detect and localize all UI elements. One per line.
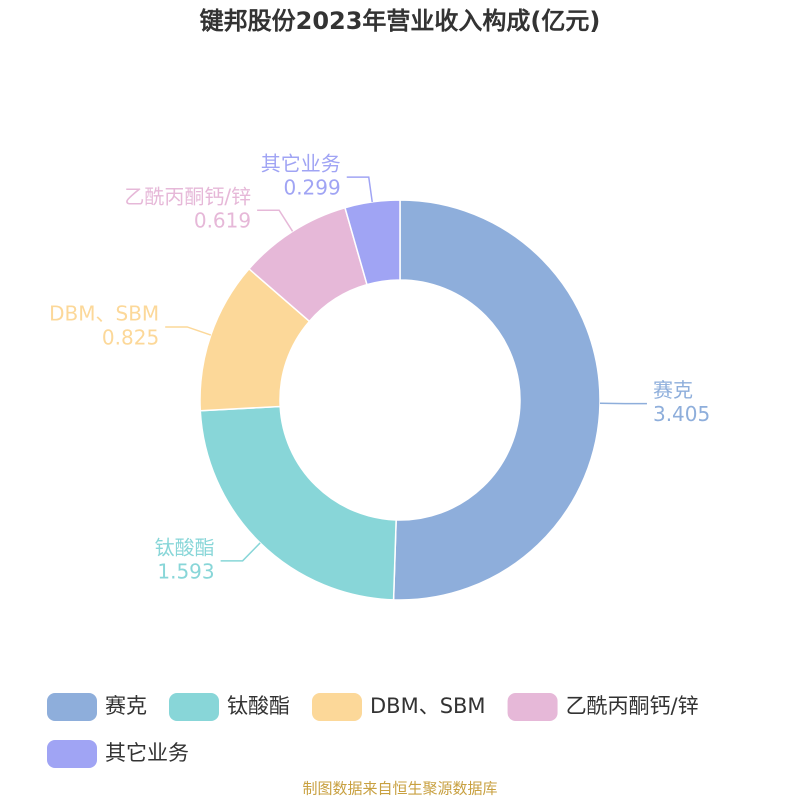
slice-value: 0.619 [194, 209, 251, 233]
slice-value: 1.593 [157, 559, 214, 583]
slice-value: 3.405 [653, 402, 710, 426]
leader-line [257, 210, 292, 231]
slice-label: 乙酰丙酮钙/锌 [124, 185, 251, 209]
donut-slice [394, 200, 600, 600]
legend-label: DBM、SBM [370, 694, 486, 718]
chart-title: 键邦股份2023年营业收入构成(亿元) [200, 7, 601, 35]
legend-swatch [47, 740, 97, 768]
donut-slice [200, 406, 396, 599]
leader-line [347, 177, 372, 202]
legend-swatch [312, 693, 362, 721]
leader-line [165, 327, 211, 335]
legend-swatch [169, 693, 219, 721]
legend-label: 乙酰丙酮钙/锌 [566, 694, 699, 718]
slice-label: 其它业务 [261, 152, 341, 176]
source-note: 制图数据来自恒生聚源数据库 [302, 780, 497, 798]
slice-value: 0.825 [102, 325, 159, 349]
leader-line [221, 543, 260, 561]
legend-swatch [508, 693, 558, 721]
slice-label: 钛酸酯 [155, 535, 215, 559]
legend-swatch [47, 693, 97, 721]
legend-label: 钛酸酯 [227, 694, 290, 718]
legend-label: 其它业务 [105, 741, 189, 765]
slice-label: 赛克 [653, 378, 693, 402]
slice-value: 0.299 [283, 176, 340, 200]
legend-label: 赛克 [105, 694, 147, 718]
slice-label: DBM、SBM [49, 301, 159, 325]
